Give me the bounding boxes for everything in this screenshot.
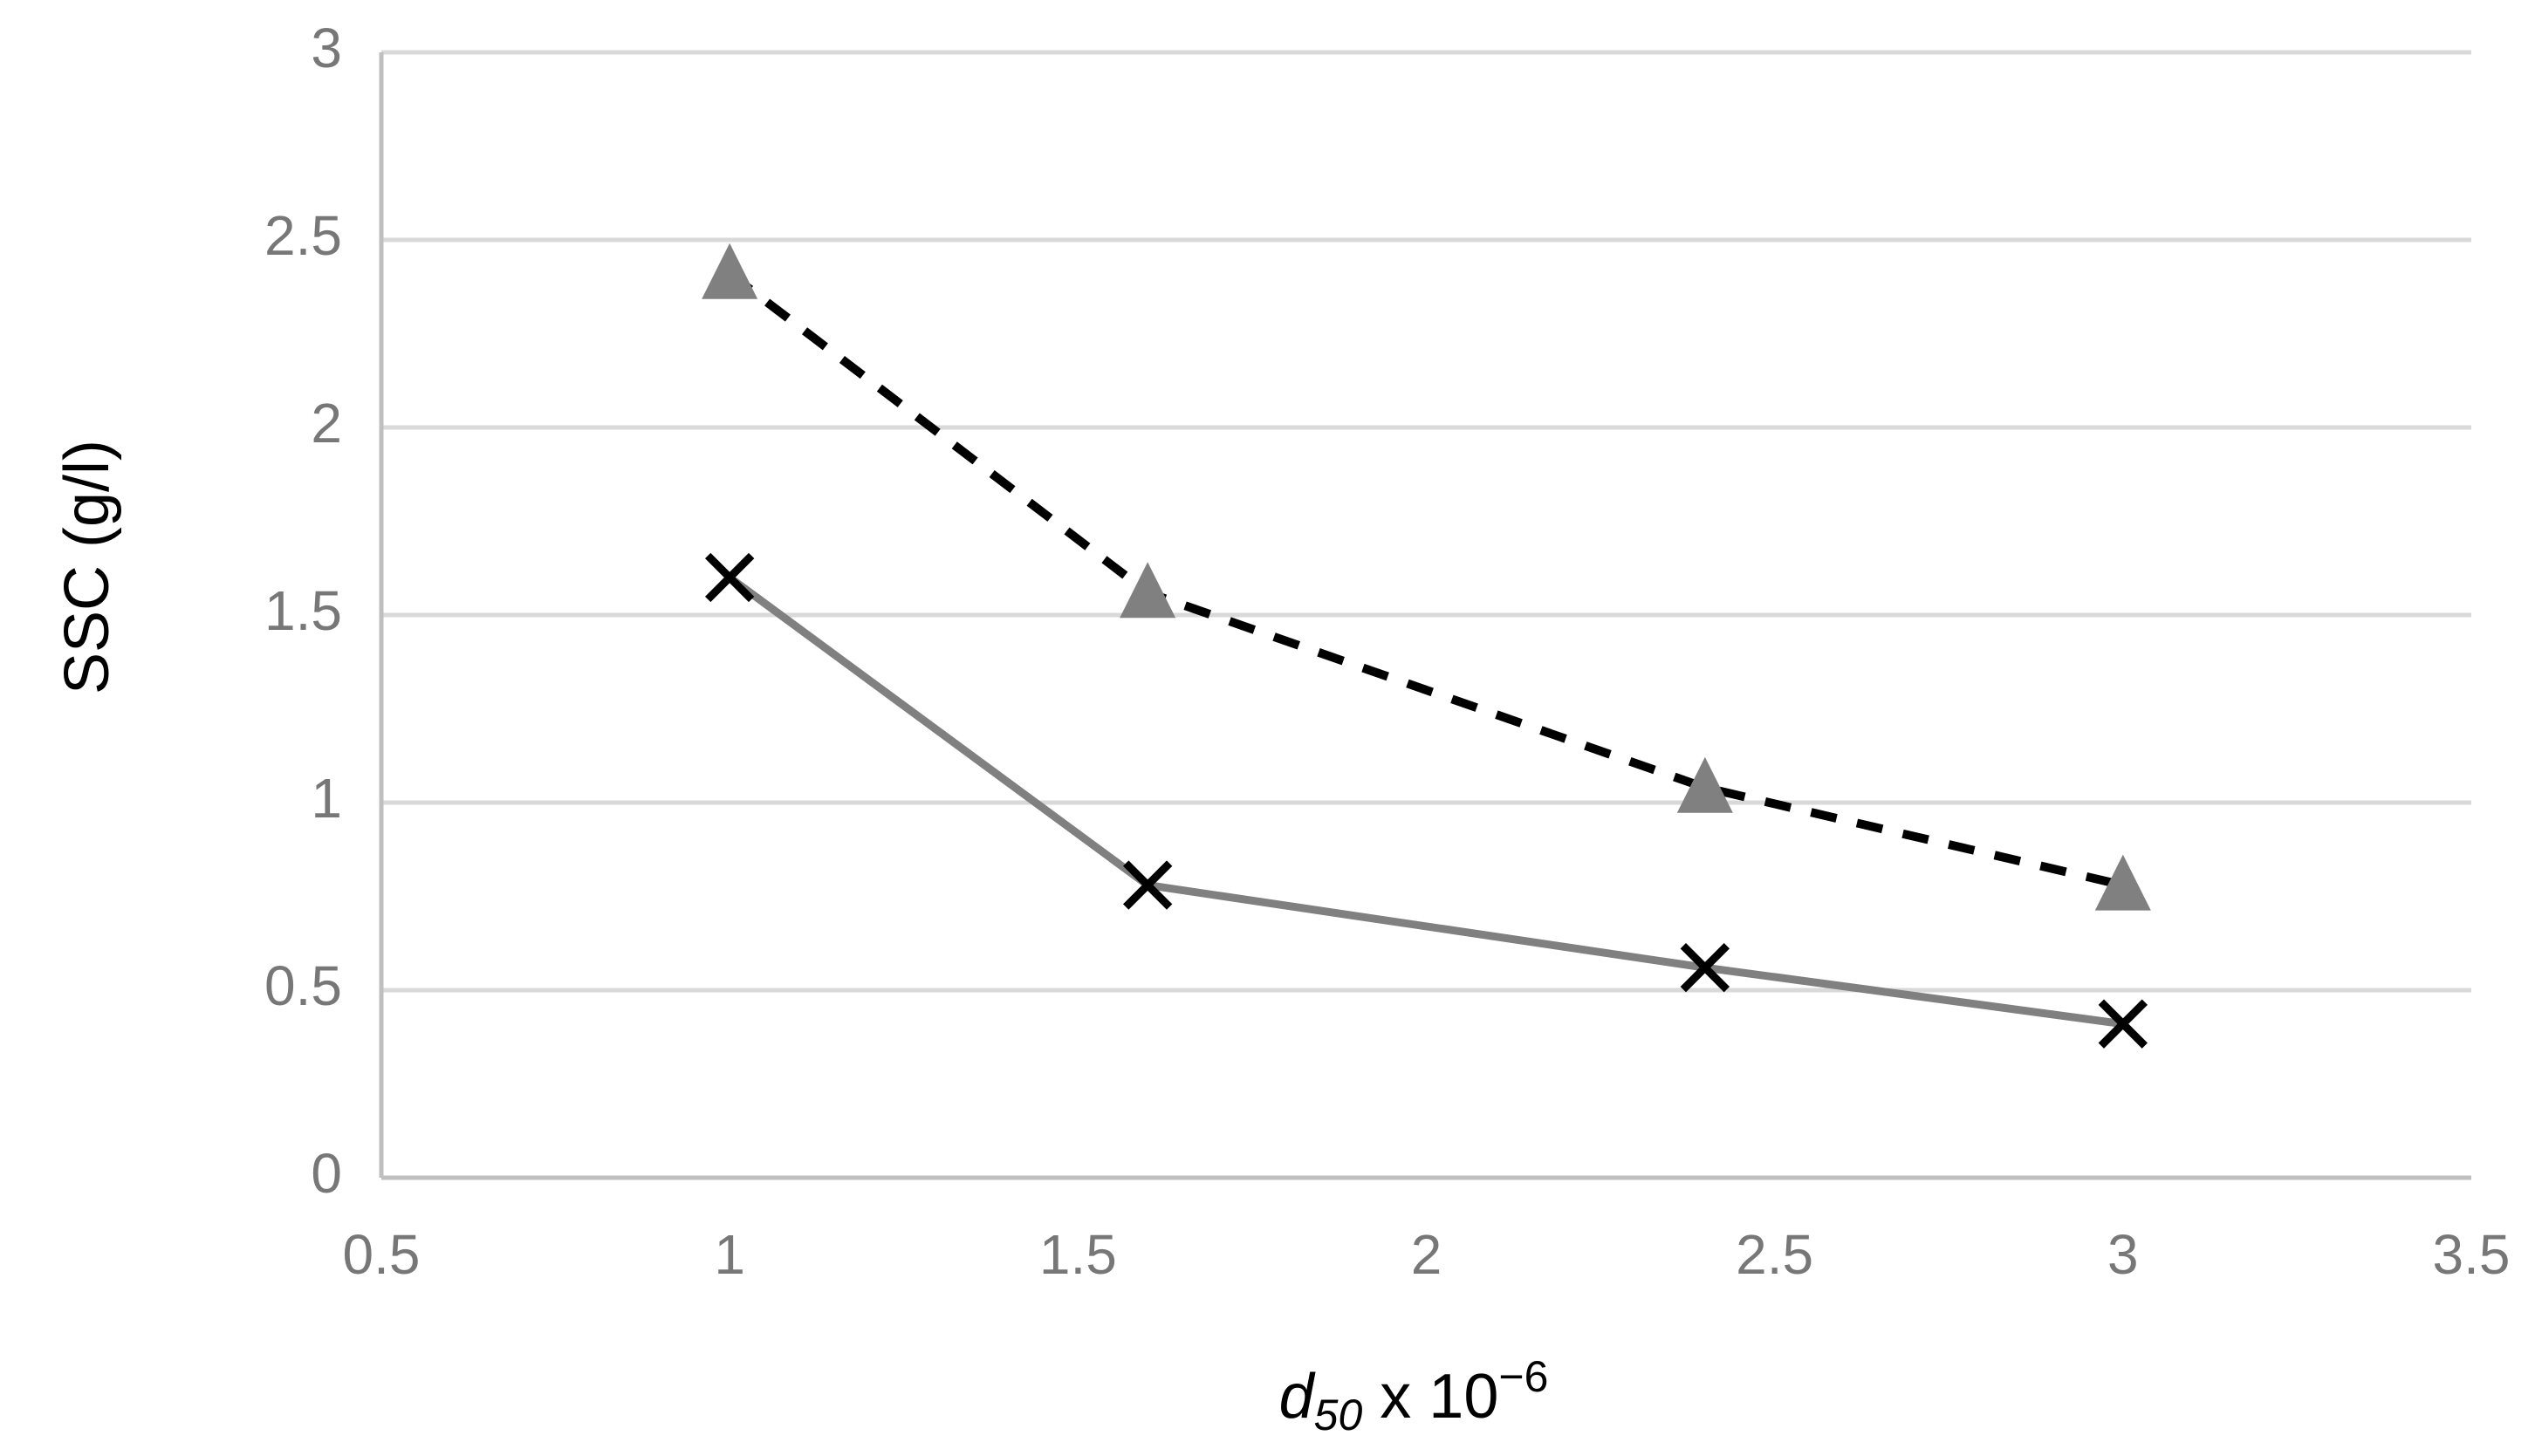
x-axis-title: d50 x 10−6 [1279, 1352, 1549, 1439]
y-axis-title: SSC (g/l) [52, 440, 122, 694]
series-triangle-dashed-point-2 [1676, 756, 1733, 813]
series-cross-solid [704, 552, 2148, 1049]
tick-labels: 00.511.522.530.5 1 1.5 2 2.5 3 3.5 [264, 17, 2510, 1286]
x-axis-symbol: d [1279, 1362, 1316, 1432]
series-cross-solid-point-3 [2098, 999, 2148, 1049]
y-tick-label-2: 1 [311, 767, 342, 830]
series-cross-solid-point-2 [1680, 943, 1730, 993]
x-axis-suffix: x 10 [1362, 1362, 1498, 1432]
x-tick-label-4: 2.5 [1736, 1223, 1813, 1286]
x-tick-label-6: 3.5 [2433, 1223, 2511, 1286]
y-tick-label-5: 2.5 [264, 204, 342, 267]
series-triangle-dashed [702, 243, 2151, 911]
data-series [702, 243, 2151, 1049]
x-tick-label-2: 1.5 [1039, 1223, 1117, 1286]
y-tick-label-6: 3 [311, 17, 342, 79]
series-triangle-dashed-point-3 [2094, 854, 2151, 911]
x-tick-label-5: 3 [2107, 1223, 2139, 1286]
x-tick-label-0: 0.5 [343, 1223, 421, 1286]
series-triangle-dashed-line [727, 270, 2124, 890]
series-cross-solid-point-1 [1122, 860, 1173, 910]
y-tick-label-3: 1.5 [264, 579, 342, 642]
x-axis-exponent: −6 [1498, 1352, 1548, 1401]
y-tick-label-0: 0 [311, 1142, 342, 1205]
x-tick-label-3: 2 [1411, 1223, 1442, 1286]
y-tick-label-1: 0.5 [264, 954, 342, 1017]
series-cross-solid-point-0 [704, 552, 755, 603]
x-tick-label-1: 1 [714, 1223, 745, 1286]
x-axis-subscript: 50 [1314, 1391, 1363, 1439]
series-cross-solid-line [727, 574, 2124, 1029]
gridlines [381, 50, 2471, 993]
axes [379, 52, 2471, 1180]
y-tick-label-4: 2 [311, 392, 342, 455]
series-triangle-dashed-point-0 [702, 243, 758, 299]
series-triangle-dashed-point-1 [1120, 562, 1176, 619]
